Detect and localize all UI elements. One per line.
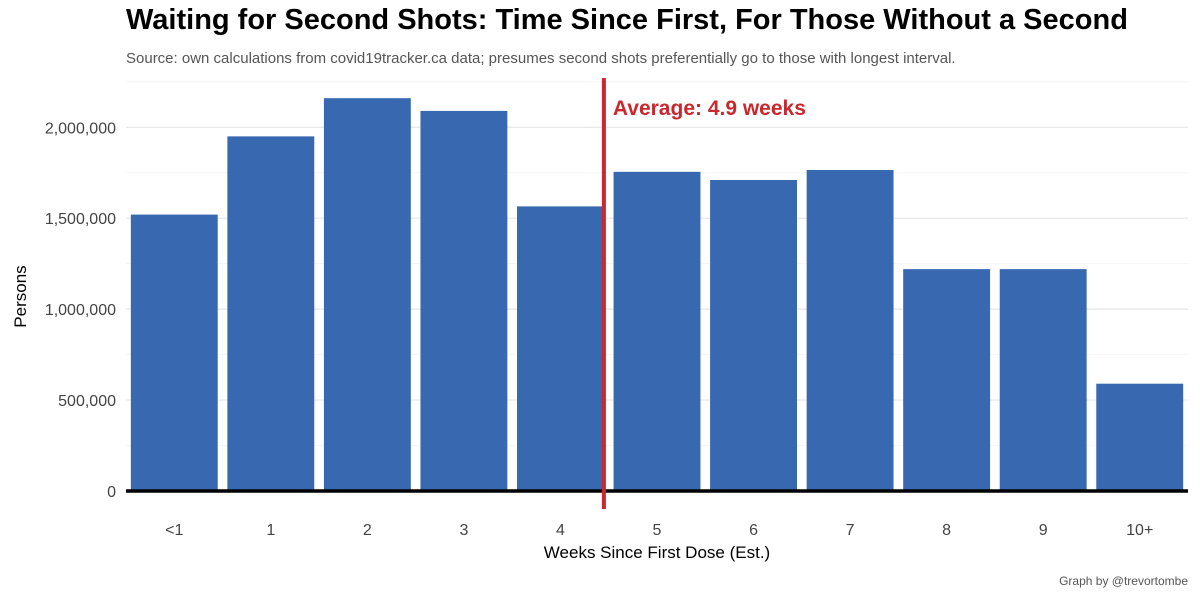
bar-3 — [420, 111, 507, 491]
x-tick-label: 7 — [846, 522, 855, 539]
bar-1 — [227, 136, 314, 491]
bar-5 — [614, 172, 701, 491]
x-tick-label: 2 — [363, 522, 372, 539]
y-tick-label: 1,000,000 — [45, 302, 116, 319]
y-tick-label: 1,500,000 — [45, 211, 116, 228]
chart-caption: Graph by @trevortombe — [1059, 574, 1188, 588]
x-tick-label: 6 — [749, 522, 758, 539]
x-tick-label: 10+ — [1126, 522, 1153, 539]
bar-7 — [807, 170, 894, 491]
bar-4 — [517, 206, 604, 491]
y-tick-label: 500,000 — [58, 393, 116, 410]
bar-<1 — [131, 215, 218, 491]
bar-6 — [710, 180, 797, 491]
x-axis-ticks: <1 1 2 3 4 5 6 7 8 9 10+ — [165, 522, 1153, 539]
x-axis-title: Weeks Since First Dose (Est.) — [544, 543, 770, 562]
y-axis-ticks: 0 500,000 1,000,000 1,500,000 2,000,000 — [45, 120, 116, 501]
bar-2 — [324, 98, 411, 491]
y-tick-label: 0 — [107, 484, 116, 501]
x-tick-label: 5 — [653, 522, 662, 539]
x-tick-label: 3 — [459, 522, 468, 539]
bar-9 — [1000, 269, 1087, 491]
x-tick-label: 9 — [1039, 522, 1048, 539]
x-tick-label: 4 — [556, 522, 565, 539]
x-tick-label: 1 — [266, 522, 275, 539]
average-label: Average: 4.9 weeks — [613, 97, 806, 120]
bar-10+ — [1096, 384, 1183, 491]
bar-8 — [903, 269, 990, 491]
x-tick-label: 8 — [942, 522, 951, 539]
bars — [131, 98, 1183, 491]
y-axis-title: Persons — [11, 265, 30, 327]
y-tick-label: 2,000,000 — [45, 120, 116, 137]
x-tick-label: <1 — [165, 522, 183, 539]
